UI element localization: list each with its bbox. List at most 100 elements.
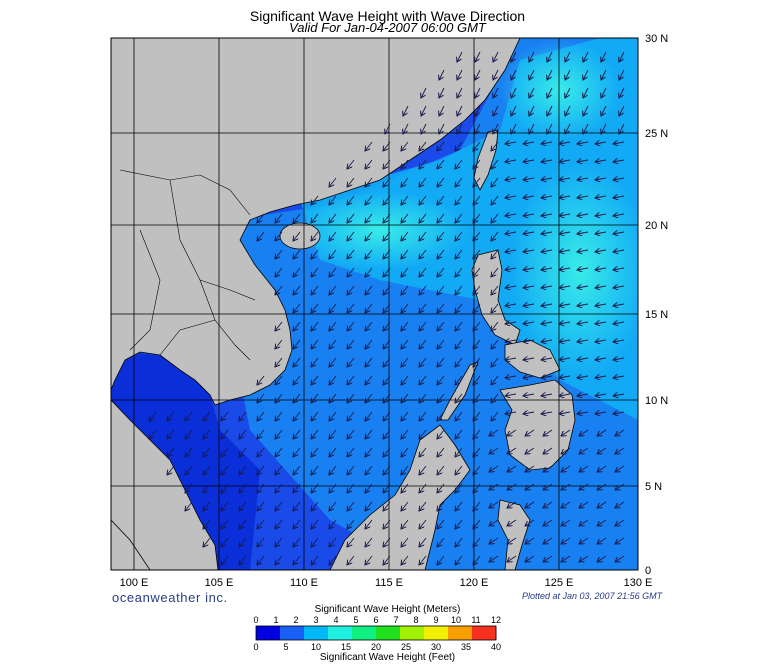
wave-arrow	[613, 322, 625, 324]
high-wave-zone-scs	[290, 190, 470, 270]
wave-arrow	[493, 51, 499, 62]
wave-arrow	[421, 87, 427, 98]
wave-arrow	[597, 519, 607, 526]
wave-arrow	[559, 358, 571, 360]
wave-arrow	[365, 465, 373, 475]
wave-arrow	[619, 87, 625, 98]
wave-arrow	[511, 51, 517, 62]
wave-arrow	[239, 555, 247, 565]
lat-label: 10 N	[645, 395, 668, 407]
wave-arrow	[613, 214, 625, 216]
wave-arrow	[541, 214, 553, 216]
wave-arrow	[275, 519, 283, 529]
wave-arrow	[293, 447, 301, 457]
wave-arrow	[275, 375, 283, 385]
wave-arrow	[493, 105, 499, 116]
wave-arrow	[541, 250, 553, 252]
wave-arrow	[489, 465, 499, 472]
wave-arrow	[383, 213, 391, 223]
wave-arrow	[595, 358, 607, 360]
wave-arrow	[559, 196, 571, 198]
wave-arrow	[419, 195, 427, 205]
wave-arrow	[365, 501, 373, 511]
wave-arrow	[329, 501, 337, 511]
wave-arrow	[455, 249, 463, 259]
wave-arrow	[347, 267, 355, 277]
wave-arrow	[595, 394, 607, 396]
wave-arrow	[329, 393, 337, 403]
wave-arrow	[595, 196, 607, 198]
wave-arrow	[401, 411, 409, 421]
land-sumatra	[111, 519, 151, 570]
wave-arrow	[383, 231, 391, 241]
wave-arrow	[437, 231, 445, 241]
wave-arrow	[595, 322, 607, 324]
wave-arrow	[601, 69, 607, 80]
wave-arrow	[275, 555, 283, 565]
wave-arrow	[203, 519, 211, 529]
wave-arrow	[511, 105, 517, 116]
wave-arrow	[347, 357, 355, 367]
wave-arrow	[365, 267, 373, 277]
wave-arrow	[579, 501, 589, 508]
wave-arrow	[619, 123, 625, 134]
wave-arrow	[565, 51, 571, 62]
wave-arrow	[547, 69, 553, 80]
wave-arrow	[455, 267, 463, 277]
wave-arrow	[491, 411, 499, 421]
wave-arrow	[347, 195, 355, 205]
lon-label: 130 E	[624, 577, 653, 589]
wave-arrow	[491, 285, 499, 295]
wave-arrow	[257, 465, 265, 475]
land-hainan	[279, 222, 321, 250]
wave-arrow	[437, 213, 445, 223]
wave-arrow	[613, 412, 625, 414]
wave-arrow	[383, 141, 391, 151]
wave-arrow	[455, 393, 463, 403]
wave-arrow	[455, 519, 463, 529]
wave-arrow	[437, 159, 445, 169]
wave-arrow	[613, 160, 625, 162]
wave-arrow	[311, 447, 319, 457]
wave-arrow	[275, 447, 283, 457]
wave-arrow	[579, 537, 589, 544]
wave-arrow	[507, 501, 517, 508]
wave-arrow	[489, 501, 499, 508]
wave-arrow	[437, 537, 445, 547]
colorbar-meter-tick: 10	[451, 615, 461, 625]
wave-arrow	[523, 286, 535, 288]
lon-label: 100 E	[120, 577, 149, 589]
wave-arrow	[455, 339, 463, 349]
wave-arrow	[401, 303, 409, 313]
wave-arrow	[601, 51, 607, 62]
wave-arrow	[597, 483, 607, 490]
wave-arrow	[525, 429, 535, 436]
wave-arrow	[293, 357, 301, 367]
wave-arrow	[401, 537, 409, 547]
wave-arrow	[455, 483, 463, 493]
wave-arrow	[437, 447, 445, 457]
wave-direction-arrows	[149, 51, 625, 565]
wave-arrow	[547, 123, 553, 134]
wave-arrow	[293, 267, 301, 277]
wave-arrow	[329, 339, 337, 349]
wave-arrow	[561, 465, 571, 472]
wave-arrow	[293, 483, 301, 493]
wave-arrow	[577, 304, 589, 306]
wave-arrow	[541, 394, 553, 396]
wave-arrow	[203, 447, 211, 457]
colorbar-meter-tick: 7	[393, 615, 398, 625]
wave-arrow	[383, 285, 391, 295]
wave-arrow	[275, 393, 283, 403]
wave-arrow	[597, 465, 607, 472]
wave-arrow	[565, 87, 571, 98]
wave-arrow	[365, 249, 373, 259]
wave-arrow	[293, 465, 301, 475]
colorbar-meter-tick: 5	[353, 615, 358, 625]
wave-arrow	[311, 483, 319, 493]
wave-arrow	[543, 447, 553, 454]
colorbar-swatch	[472, 626, 497, 640]
wave-arrow	[493, 123, 499, 134]
wave-arrow	[347, 519, 355, 529]
wave-arrow	[579, 465, 589, 472]
